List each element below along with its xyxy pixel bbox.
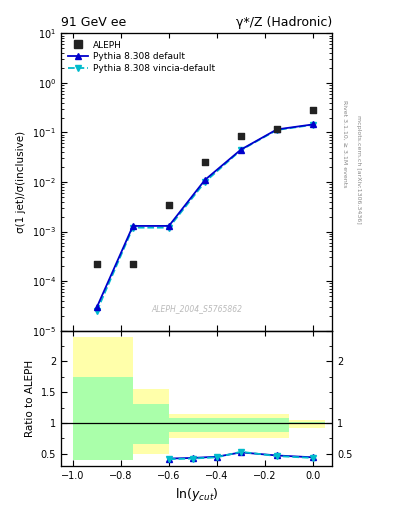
Point (130, 260, 136, 268)
Y-axis label: σ(1 jet)/σ(inclusive): σ(1 jet)/σ(inclusive) (16, 131, 26, 233)
Text: Rivet 3.1.10, ≥ 3.1M events: Rivet 3.1.10, ≥ 3.1M events (343, 100, 348, 187)
Point (94, 260, 100, 268)
Text: ALEPH_2004_S5765862: ALEPH_2004_S5765862 (151, 304, 242, 313)
Text: mcplots.cern.ch [arXiv:1306.3436]: mcplots.cern.ch [arXiv:1306.3436] (356, 115, 361, 223)
Point (310, 106, 316, 114)
Text: γ*/Z (Hadronic): γ*/Z (Hadronic) (236, 16, 332, 29)
Point (238, 132, 244, 140)
Point (274, 125, 280, 134)
Legend: ALEPH, Pythia 8.308 default, Pythia 8.308 vincia-default: ALEPH, Pythia 8.308 default, Pythia 8.30… (65, 38, 217, 76)
Point (166, 201, 172, 209)
Y-axis label: Ratio to ALEPH: Ratio to ALEPH (25, 360, 35, 437)
X-axis label: ln($y_{cut}$): ln($y_{cut}$) (175, 486, 218, 503)
Point (202, 158, 208, 166)
Text: 91 GeV ee: 91 GeV ee (61, 16, 126, 29)
